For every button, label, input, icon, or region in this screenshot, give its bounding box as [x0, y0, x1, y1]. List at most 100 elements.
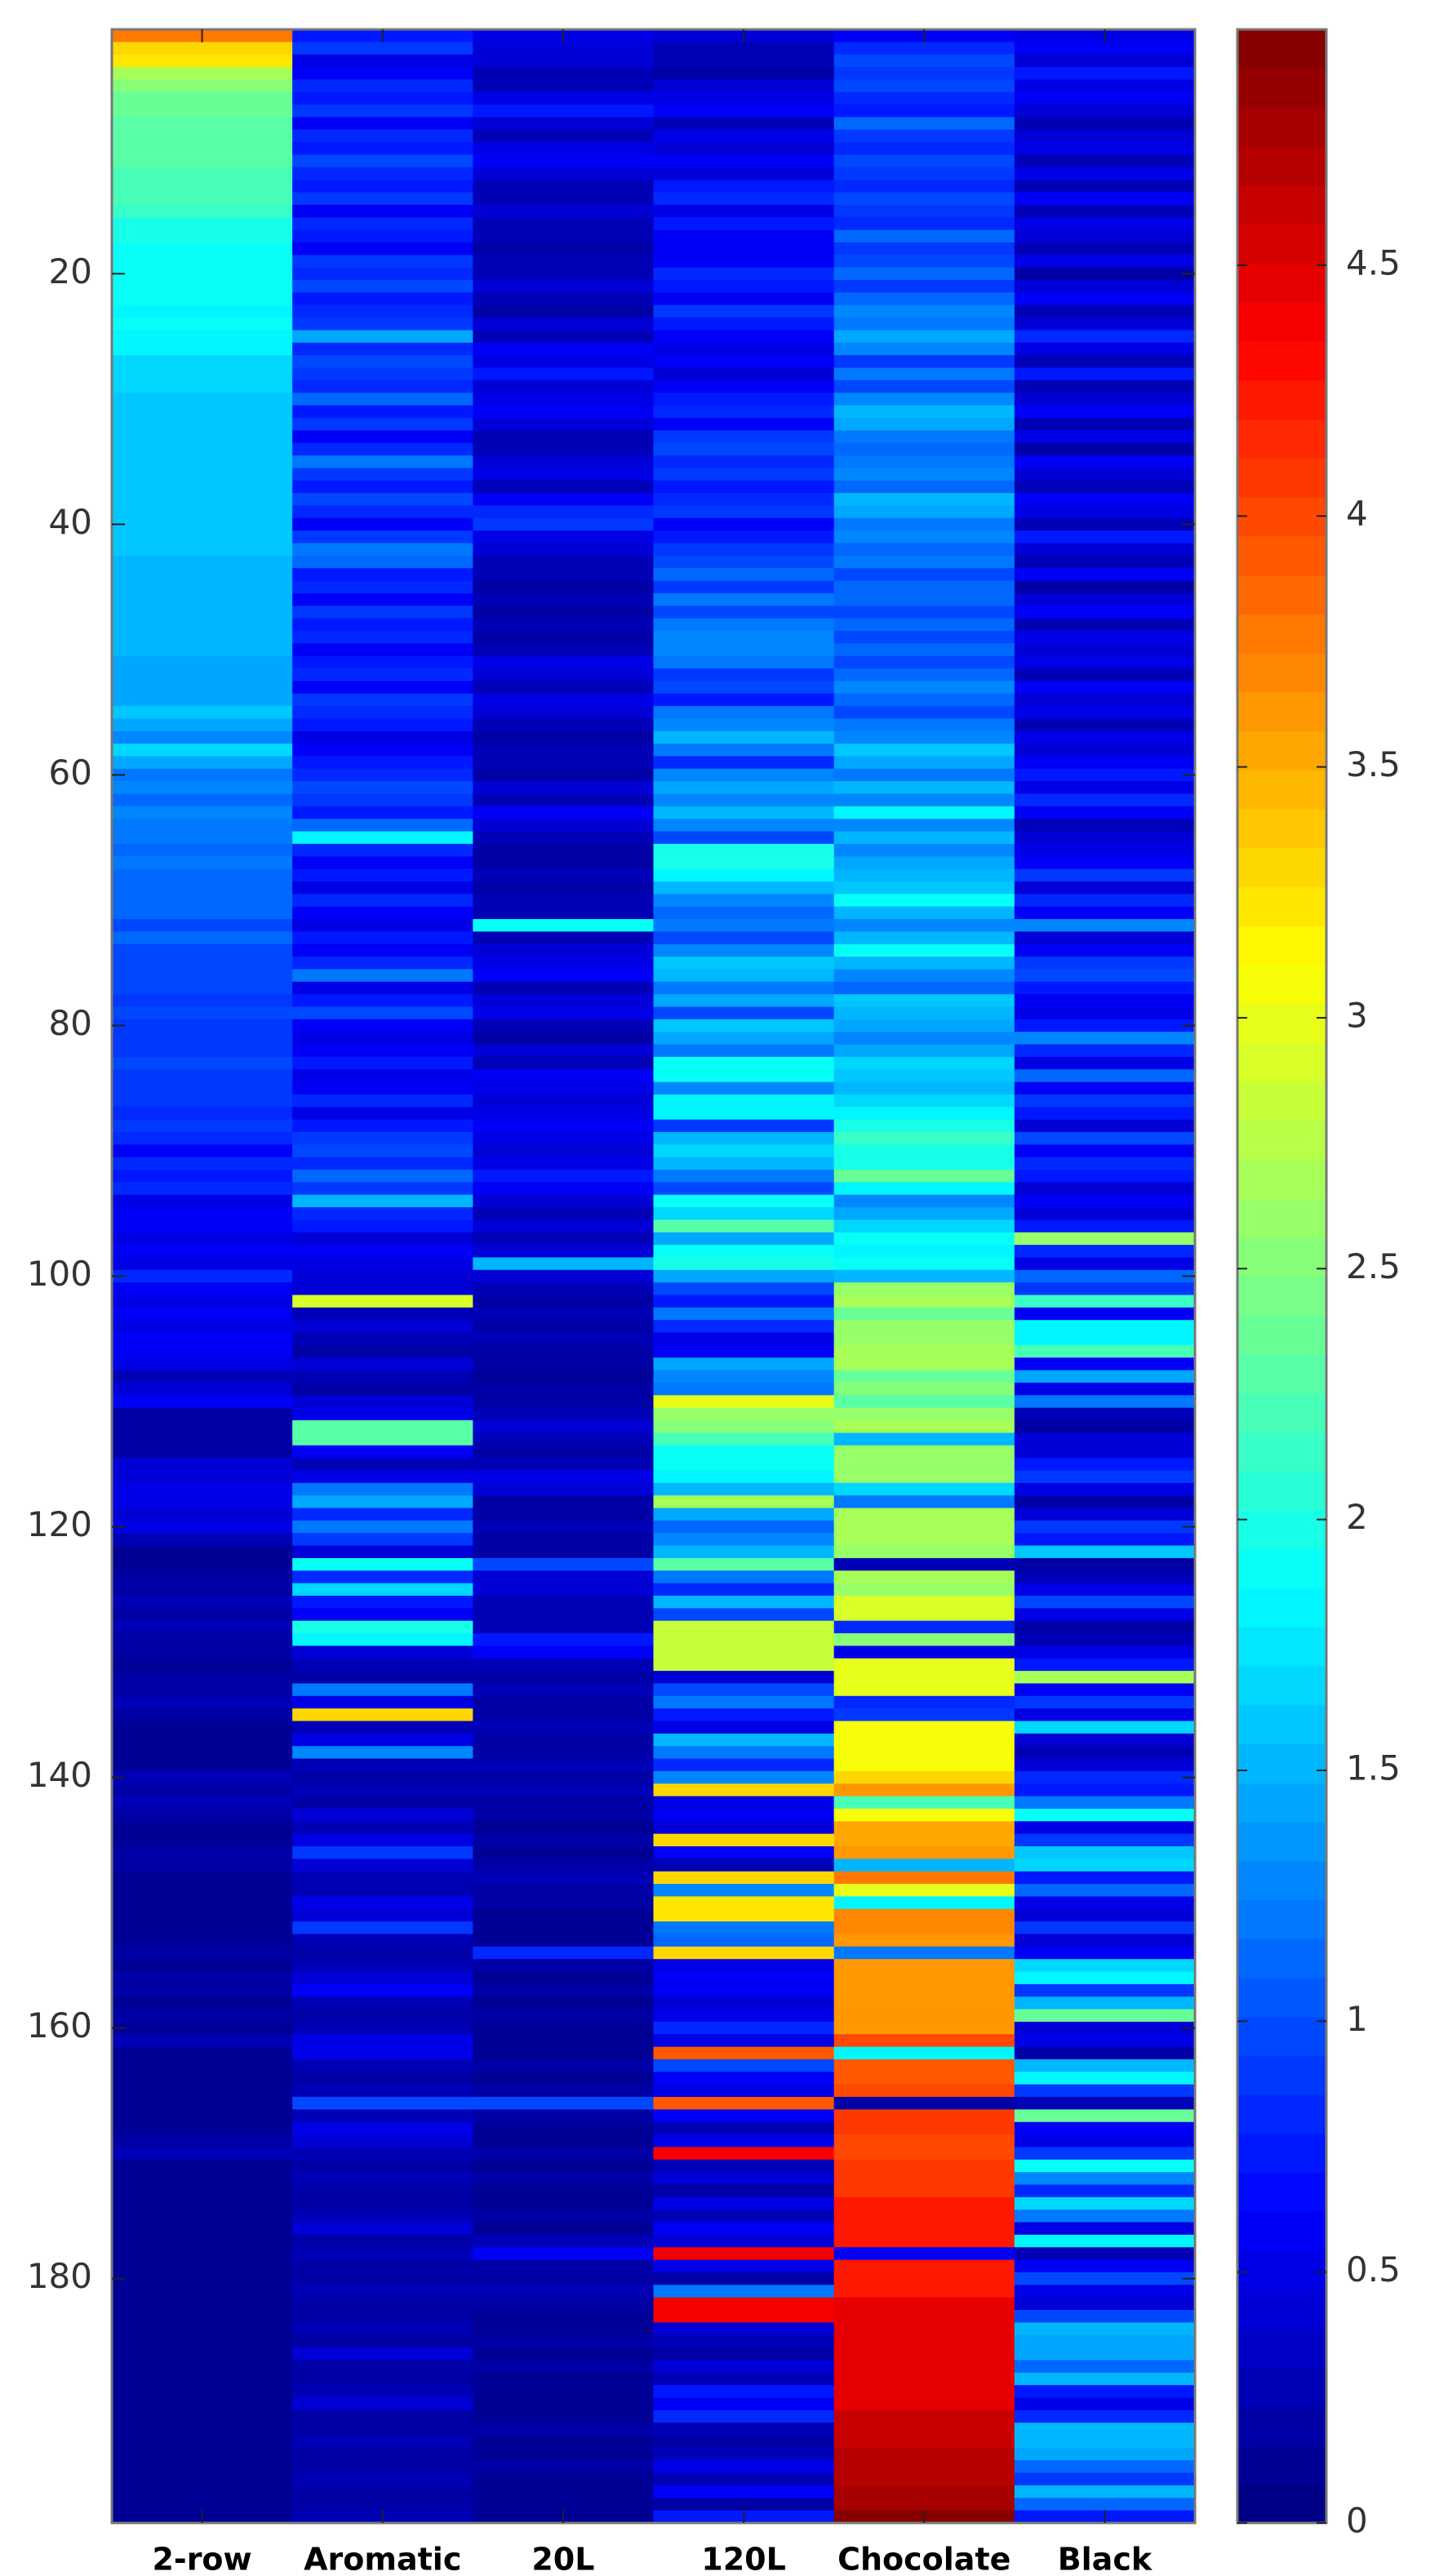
heatmap-cell — [292, 1821, 473, 1835]
heatmap-cell — [292, 781, 473, 795]
heatmap-cell — [473, 2184, 655, 2198]
colorbar-step — [1237, 29, 1326, 69]
heatmap-cell — [1014, 367, 1196, 381]
heatmap-cell — [833, 1508, 1015, 1521]
heatmap-cell — [833, 1056, 1015, 1070]
colorbar-step — [1237, 1899, 1326, 1939]
heatmap-cell — [653, 2210, 835, 2223]
heatmap-cell — [653, 2259, 835, 2273]
heatmap-cell — [653, 1746, 835, 1760]
heatmap-cell — [1014, 1245, 1196, 1259]
heatmap-cell — [473, 1081, 655, 1095]
heatmap-cell — [1014, 580, 1196, 594]
heatmap-cell — [653, 1445, 835, 1459]
heatmap-cell — [292, 1770, 473, 1784]
heatmap-cell — [292, 2034, 473, 2048]
heatmap-cell — [1014, 918, 1196, 932]
colorbar-step — [1237, 2289, 1326, 2330]
heatmap-cell — [112, 1219, 293, 1233]
heatmap-cell — [1014, 267, 1196, 281]
heatmap-cell — [473, 1370, 655, 1383]
heatmap-cell — [833, 142, 1015, 156]
heatmap-cell — [653, 1357, 835, 1371]
heatmap-cell — [112, 217, 293, 231]
heatmap-cell — [292, 1344, 473, 1358]
y-tick-label: 120 — [27, 1504, 92, 1544]
heatmap-cell — [112, 1470, 293, 1484]
heatmap-cell — [653, 1370, 835, 1383]
heatmap-cell — [292, 1307, 473, 1321]
heatmap-cell — [112, 2460, 293, 2474]
heatmap-cell — [292, 831, 473, 845]
heatmap-cell — [292, 731, 473, 744]
heatmap-cell — [833, 1996, 1015, 2010]
heatmap-cell — [473, 1407, 655, 1421]
heatmap-cell — [112, 1170, 293, 1183]
heatmap-cell — [1014, 1520, 1196, 1534]
colorbar-step — [1237, 1003, 1326, 1043]
heatmap-cell — [653, 1144, 835, 1158]
heatmap-cell — [473, 1608, 655, 1622]
heatmap-cell — [653, 192, 835, 206]
heatmap-cell — [112, 1482, 293, 1496]
heatmap-cell — [1014, 1332, 1196, 1346]
heatmap-cell — [473, 2222, 655, 2236]
heatmap-cell — [112, 668, 293, 682]
colorbar-step — [1237, 340, 1326, 381]
heatmap-cell — [653, 2009, 835, 2023]
heatmap-cell — [833, 1646, 1015, 1659]
heatmap-cell — [833, 843, 1015, 857]
heatmap-cell — [653, 267, 835, 281]
colorbar-step — [1237, 302, 1326, 342]
heatmap-cell — [473, 79, 655, 93]
colorbar-step — [1237, 2172, 1326, 2212]
heatmap-cell — [473, 1044, 655, 1058]
heatmap-cell — [833, 981, 1015, 995]
heatmap-cell — [653, 593, 835, 606]
heatmap-cell — [1014, 1382, 1196, 1396]
heatmap-cell — [1014, 2059, 1196, 2072]
heatmap-cell — [653, 2184, 835, 2198]
heatmap-cell — [1014, 668, 1196, 682]
heatmap-cell — [1014, 380, 1196, 393]
colorbar-step — [1237, 146, 1326, 186]
heatmap-cell — [473, 1658, 655, 1672]
heatmap-cell — [653, 781, 835, 795]
heatmap-cell — [473, 1833, 655, 1847]
heatmap-cell — [112, 1896, 293, 1910]
heatmap-cell — [473, 618, 655, 632]
heatmap-cell — [292, 1983, 473, 1997]
heatmap-cell — [473, 1269, 655, 1283]
heatmap-cell — [653, 568, 835, 582]
heatmap-cell — [292, 1320, 473, 1334]
heatmap-cell — [1014, 606, 1196, 620]
heatmap-cell — [833, 1207, 1015, 1221]
heatmap-cell — [473, 543, 655, 557]
heatmap-cell — [1014, 2409, 1196, 2423]
heatmap-cell — [1014, 1307, 1196, 1321]
y-tick-label: 40 — [49, 502, 92, 542]
colorbar-step — [1237, 496, 1326, 537]
heatmap-cell — [292, 1182, 473, 1196]
heatmap-cell — [292, 1783, 473, 1797]
heatmap-cell — [473, 655, 655, 669]
heatmap-cell — [653, 1846, 835, 1859]
heatmap-cell — [653, 643, 835, 657]
heatmap-cell — [473, 1157, 655, 1170]
heatmap-cell — [473, 1733, 655, 1747]
heatmap-cell — [653, 1006, 835, 1020]
heatmap-cell — [112, 2210, 293, 2223]
heatmap-cell — [292, 1170, 473, 1183]
heatmap-cell — [653, 718, 835, 732]
heatmap-cell — [292, 1996, 473, 2010]
heatmap-cell — [1014, 1295, 1196, 1308]
heatmap-cell — [653, 468, 835, 482]
heatmap-cell — [833, 2360, 1015, 2374]
heatmap-cell — [473, 819, 655, 833]
heatmap-cell — [112, 894, 293, 908]
heatmap-cell — [653, 1695, 835, 1709]
heatmap-cell — [112, 2072, 293, 2085]
colorbar-tick-label: 1 — [1346, 1999, 1368, 2039]
heatmap-cell — [1014, 2485, 1196, 2498]
heatmap-cell — [653, 1533, 835, 1547]
